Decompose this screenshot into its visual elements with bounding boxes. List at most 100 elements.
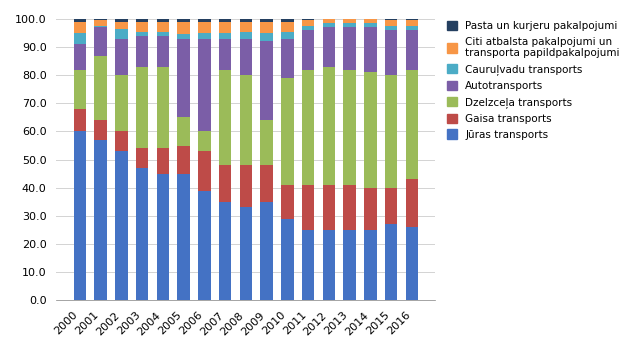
- Bar: [302, 70, 315, 185]
- Bar: [94, 140, 107, 300]
- Bar: [198, 132, 211, 151]
- Bar: [136, 22, 148, 32]
- Bar: [323, 67, 335, 185]
- Legend: Pasta un kurjeru pakalpojumi, Citi atbalsta pakalpojumi un
transporta papildpaka: Pasta un kurjeru pakalpojumi, Citi atbal…: [445, 19, 622, 142]
- Bar: [343, 23, 356, 27]
- Bar: [343, 185, 356, 230]
- Bar: [198, 190, 211, 300]
- Bar: [385, 188, 397, 224]
- Bar: [177, 19, 190, 22]
- Bar: [136, 148, 148, 168]
- Bar: [281, 78, 293, 185]
- Bar: [364, 73, 376, 188]
- Bar: [323, 18, 335, 19]
- Bar: [323, 27, 335, 67]
- Bar: [385, 75, 397, 188]
- Bar: [281, 32, 293, 39]
- Bar: [343, 27, 356, 70]
- Bar: [343, 19, 356, 23]
- Bar: [156, 67, 169, 148]
- Bar: [240, 39, 252, 75]
- Bar: [136, 168, 148, 300]
- Bar: [385, 20, 397, 26]
- Bar: [177, 118, 190, 146]
- Bar: [73, 109, 86, 132]
- Bar: [198, 151, 211, 190]
- Bar: [385, 30, 397, 75]
- Bar: [115, 151, 128, 300]
- Bar: [94, 19, 107, 20]
- Bar: [406, 179, 418, 227]
- Bar: [198, 39, 211, 132]
- Bar: [364, 188, 376, 230]
- Bar: [406, 30, 418, 70]
- Bar: [302, 19, 315, 20]
- Bar: [364, 16, 376, 19]
- Bar: [302, 185, 315, 230]
- Bar: [177, 34, 190, 39]
- Bar: [302, 230, 315, 300]
- Bar: [364, 27, 376, 73]
- Bar: [281, 219, 293, 300]
- Bar: [115, 22, 128, 29]
- Bar: [260, 165, 273, 202]
- Bar: [177, 22, 190, 34]
- Bar: [136, 32, 148, 36]
- Bar: [260, 120, 273, 165]
- Bar: [136, 36, 148, 67]
- Bar: [94, 26, 107, 27]
- Bar: [240, 75, 252, 165]
- Bar: [94, 27, 107, 56]
- Bar: [156, 148, 169, 174]
- Bar: [198, 22, 211, 33]
- Bar: [177, 39, 190, 118]
- Bar: [406, 227, 418, 300]
- Bar: [343, 230, 356, 300]
- Bar: [136, 19, 148, 22]
- Bar: [115, 39, 128, 75]
- Bar: [364, 230, 376, 300]
- Bar: [406, 70, 418, 179]
- Bar: [240, 22, 252, 32]
- Bar: [281, 19, 293, 22]
- Bar: [115, 19, 128, 22]
- Bar: [281, 39, 293, 78]
- Bar: [156, 36, 169, 67]
- Bar: [219, 33, 232, 39]
- Bar: [198, 19, 211, 22]
- Bar: [115, 29, 128, 39]
- Bar: [177, 174, 190, 300]
- Bar: [156, 174, 169, 300]
- Bar: [73, 33, 86, 44]
- Bar: [323, 19, 335, 23]
- Bar: [156, 19, 169, 22]
- Bar: [260, 33, 273, 42]
- Bar: [177, 146, 190, 174]
- Bar: [385, 224, 397, 300]
- Bar: [240, 32, 252, 39]
- Bar: [260, 22, 273, 33]
- Bar: [364, 19, 376, 23]
- Bar: [73, 132, 86, 300]
- Bar: [406, 26, 418, 30]
- Bar: [73, 19, 86, 22]
- Bar: [115, 132, 128, 151]
- Bar: [73, 70, 86, 109]
- Bar: [94, 120, 107, 140]
- Bar: [94, 56, 107, 120]
- Bar: [136, 67, 148, 148]
- Bar: [73, 22, 86, 33]
- Bar: [302, 30, 315, 70]
- Bar: [343, 18, 356, 19]
- Bar: [156, 22, 169, 32]
- Bar: [281, 185, 293, 219]
- Bar: [94, 20, 107, 26]
- Bar: [219, 19, 232, 22]
- Bar: [323, 23, 335, 27]
- Bar: [406, 20, 418, 26]
- Bar: [260, 19, 273, 22]
- Bar: [219, 22, 232, 33]
- Bar: [115, 75, 128, 132]
- Bar: [240, 19, 252, 22]
- Bar: [302, 20, 315, 26]
